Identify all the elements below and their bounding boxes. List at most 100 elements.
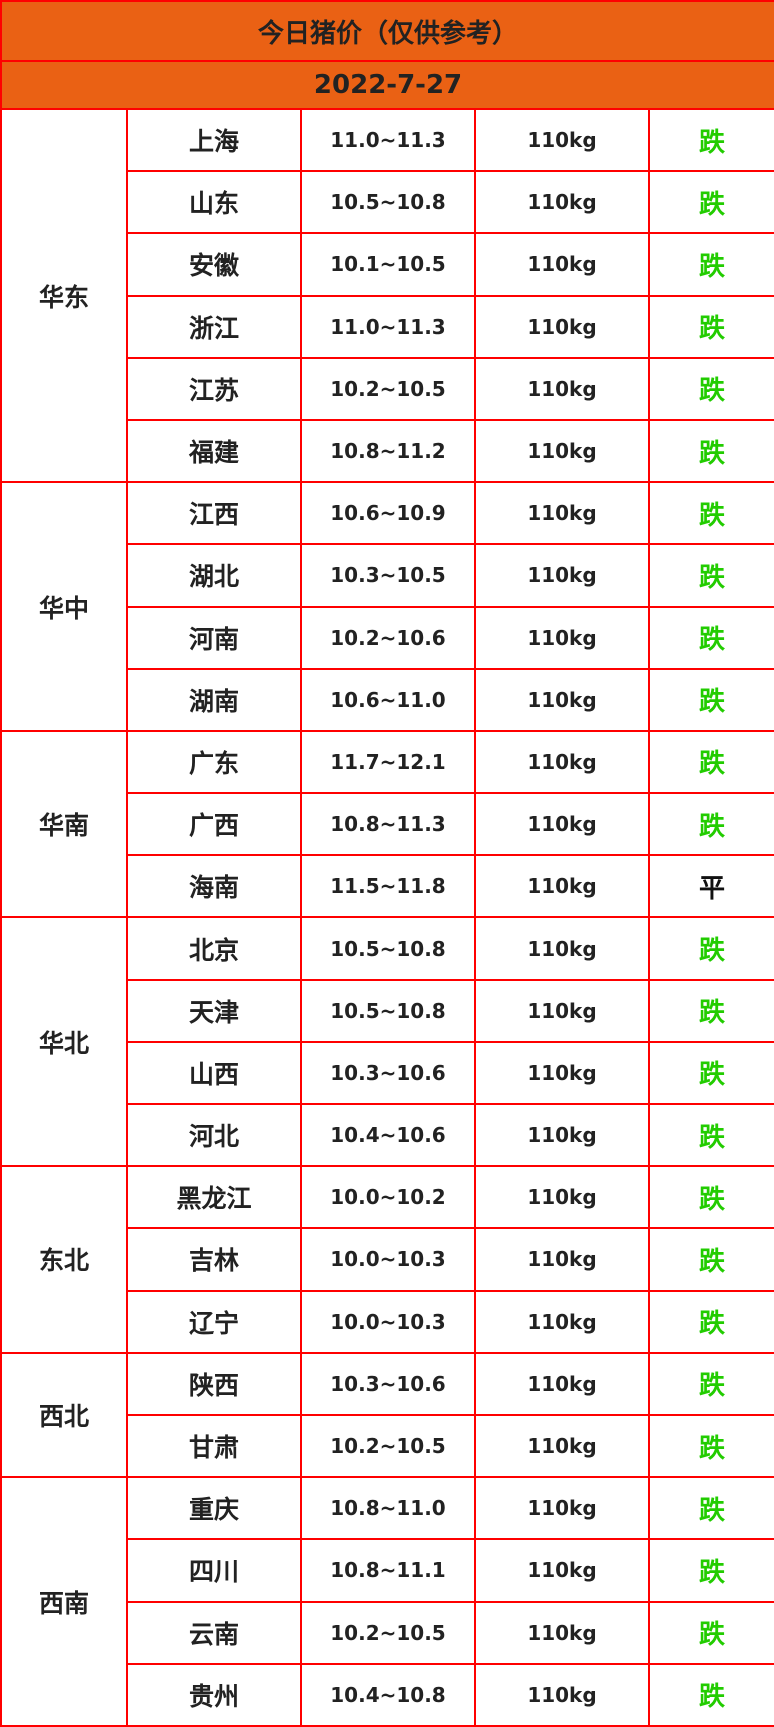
trend-cell: 跌 — [647, 1662, 774, 1727]
province-cell: 湖南 — [126, 667, 302, 732]
trend-cell: 跌 — [647, 605, 774, 670]
table-row: 广西 10.8~11.3 110kg 跌 — [1, 792, 774, 857]
province-cell: 云南 — [126, 1600, 302, 1665]
weight-cell: 110kg — [474, 170, 650, 235]
price-cell: 10.6~11.0 — [300, 667, 476, 732]
table-row: 河北 10.4~10.6 110kg 跌 — [1, 1102, 774, 1168]
province-cell: 河北 — [126, 1102, 302, 1168]
weight-cell: 110kg — [474, 667, 650, 732]
table-row: 辽宁 10.0~10.3 110kg 跌 — [1, 1289, 774, 1354]
trend-cell: 跌 — [647, 356, 774, 421]
province-cell: 甘肃 — [126, 1413, 302, 1479]
trend-cell: 跌 — [647, 1040, 774, 1106]
weight-cell: 110kg — [474, 792, 650, 857]
trend-cell: 跌 — [647, 1102, 774, 1168]
table-row: 山东 10.5~10.8 110kg 跌 — [1, 170, 774, 235]
weight-cell: 110kg — [474, 1102, 650, 1168]
trend-cell: 跌 — [647, 1227, 774, 1292]
price-cell: 10.5~10.8 — [300, 978, 476, 1043]
province-cell: 重庆 — [126, 1476, 302, 1541]
trend-cell: 跌 — [647, 481, 774, 546]
trend-cell: 跌 — [647, 667, 774, 732]
price-cell: 10.8~11.3 — [300, 792, 476, 857]
province-cell: 陕西 — [126, 1351, 302, 1416]
province-cell: 辽宁 — [126, 1289, 302, 1354]
weight-cell: 110kg — [474, 605, 650, 670]
price-cell: 11.7~12.1 — [300, 729, 476, 795]
table-row: 湖北 10.3~10.5 110kg 跌 — [1, 543, 774, 608]
trend-cell: 跌 — [647, 1600, 774, 1665]
price-cell: 10.0~10.3 — [300, 1289, 476, 1354]
table-row: 西南 重庆 10.8~11.0 110kg 跌 — [0, 1476, 774, 1727]
region-cell: 西南 — [0, 1476, 128, 1727]
weight-cell: 110kg — [474, 916, 650, 981]
weight-cell: 110kg — [474, 1165, 650, 1230]
weight-cell: 110kg — [474, 481, 650, 546]
price-cell: 10.5~10.8 — [300, 170, 476, 235]
table-row: 江苏 10.2~10.5 110kg 跌 — [1, 356, 774, 421]
weight-cell: 110kg — [474, 107, 650, 173]
province-cell: 吉林 — [126, 1227, 302, 1292]
trend-cell: 跌 — [647, 294, 774, 359]
table-row: 华东 上海 11.0~11.3 110kg 跌 — [0, 107, 774, 484]
weight-cell: 110kg — [474, 854, 650, 919]
province-cell: 湖北 — [126, 543, 302, 608]
table-row: 华南 广东 11.7~12.1 110kg 跌 — [0, 729, 774, 919]
province-cell: 广西 — [126, 792, 302, 857]
table-row: 海南 11.5~11.8 110kg 平 — [1, 854, 774, 919]
weight-cell: 110kg — [474, 978, 650, 1043]
weight-cell: 110kg — [474, 1227, 650, 1292]
trend-cell: 跌 — [647, 232, 774, 297]
price-cell: 10.6~10.9 — [300, 481, 476, 546]
province-cell: 江西 — [126, 481, 302, 546]
region-cell: 华北 — [0, 916, 128, 1168]
table-row: 华北 北京 10.5~10.8 110kg 跌 — [0, 916, 774, 1168]
table-row: 浙江 11.0~11.3 110kg 跌 — [1, 294, 774, 359]
table-date: 2022-7-27 — [0, 60, 774, 110]
table-row: 天津 10.5~10.8 110kg 跌 — [1, 978, 774, 1043]
table-row: 福建 10.8~11.2 110kg 跌 — [1, 418, 774, 484]
region-cell: 西北 — [0, 1351, 128, 1479]
table-row: 西北 陕西 10.3~10.6 110kg 跌 — [0, 1351, 774, 1479]
province-cell: 四川 — [126, 1538, 302, 1603]
price-cell: 10.4~10.8 — [300, 1662, 476, 1727]
price-cell: 10.0~10.3 — [300, 1227, 476, 1292]
price-cell: 10.2~10.6 — [300, 605, 476, 670]
province-cell: 北京 — [126, 916, 302, 981]
price-cell: 10.4~10.6 — [300, 1102, 476, 1168]
price-cell: 11.5~11.8 — [300, 854, 476, 919]
weight-cell: 110kg — [474, 356, 650, 421]
region-cell: 华中 — [0, 481, 128, 732]
province-cell: 天津 — [126, 978, 302, 1043]
table-row: 吉林 10.0~10.3 110kg 跌 — [1, 1227, 774, 1292]
price-cell: 10.8~11.2 — [300, 418, 476, 484]
table-row: 华中 江西 10.6~10.9 110kg 跌 — [0, 481, 774, 732]
weight-cell: 110kg — [474, 543, 650, 608]
trend-cell: 跌 — [647, 792, 774, 857]
price-cell: 10.0~10.2 — [300, 1165, 476, 1230]
province-cell: 广东 — [126, 729, 302, 795]
province-cell: 山东 — [126, 170, 302, 235]
price-cell: 10.2~10.5 — [300, 356, 476, 421]
trend-cell: 跌 — [647, 978, 774, 1043]
price-cell: 10.8~11.1 — [300, 1538, 476, 1603]
weight-cell: 110kg — [474, 1600, 650, 1665]
price-cell: 10.5~10.8 — [300, 916, 476, 981]
price-cell: 10.3~10.6 — [300, 1351, 476, 1416]
table-row: 东北 黑龙江 10.0~10.2 110kg 跌 — [0, 1165, 774, 1354]
weight-cell: 110kg — [474, 418, 650, 484]
trend-cell: 跌 — [647, 1476, 774, 1541]
province-cell: 福建 — [126, 418, 302, 484]
weight-cell: 110kg — [474, 1413, 650, 1479]
region-cell: 华东 — [0, 107, 128, 484]
province-cell: 贵州 — [126, 1662, 302, 1727]
province-cell: 黑龙江 — [126, 1165, 302, 1230]
price-cell: 10.3~10.5 — [300, 543, 476, 608]
price-cell: 10.8~11.0 — [300, 1476, 476, 1541]
table-row: 贵州 10.4~10.8 110kg 跌 — [1, 1662, 774, 1727]
trend-cell: 跌 — [647, 418, 774, 484]
table-row: 湖南 10.6~11.0 110kg 跌 — [1, 667, 774, 732]
price-cell: 10.3~10.6 — [300, 1040, 476, 1106]
trend-cell: 跌 — [647, 170, 774, 235]
table-row: 云南 10.2~10.5 110kg 跌 — [1, 1600, 774, 1665]
